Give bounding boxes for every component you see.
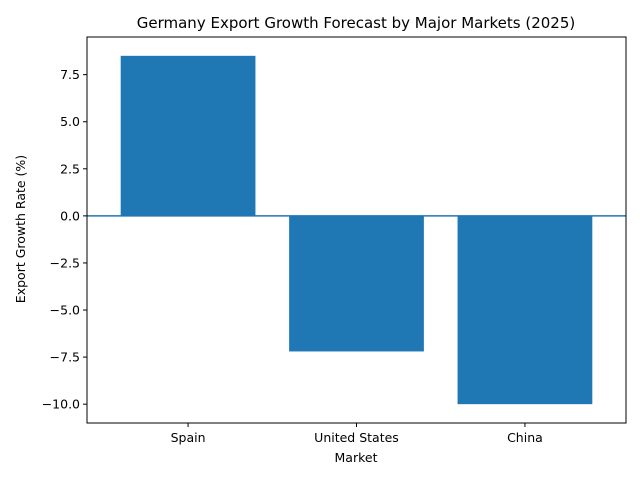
x-axis-title: Market [335, 450, 378, 465]
y-axis-title: Export Growth Rate (%) [13, 155, 28, 303]
x-tick-label: Spain [171, 430, 206, 445]
y-tick-label: 2.5 [60, 161, 80, 176]
x-axis: Spain United States China [171, 423, 543, 445]
x-tick-label: China [507, 430, 543, 445]
y-tick-label: −2.5 [50, 255, 80, 270]
y-tick-label: −10.0 [42, 397, 80, 412]
y-tick-label: −7.5 [50, 350, 80, 365]
bar-spain [120, 55, 256, 216]
bars-group [120, 55, 593, 405]
y-tick-label: 5.0 [60, 114, 80, 129]
y-axis: −10.0 −7.5 −5.0 −2.5 0.0 2.5 5.0 7.5 [42, 67, 87, 412]
x-tick-label: United States [314, 430, 399, 445]
bar-united-states [289, 215, 424, 352]
chart-title: Germany Export Growth Forecast by Major … [137, 14, 576, 32]
plot-area-frame [86, 36, 627, 424]
y-tick-label: −5.0 [50, 303, 80, 318]
bar-china [457, 215, 593, 405]
y-tick-label: 0.0 [60, 208, 80, 223]
y-tick-label: 7.5 [60, 67, 80, 82]
